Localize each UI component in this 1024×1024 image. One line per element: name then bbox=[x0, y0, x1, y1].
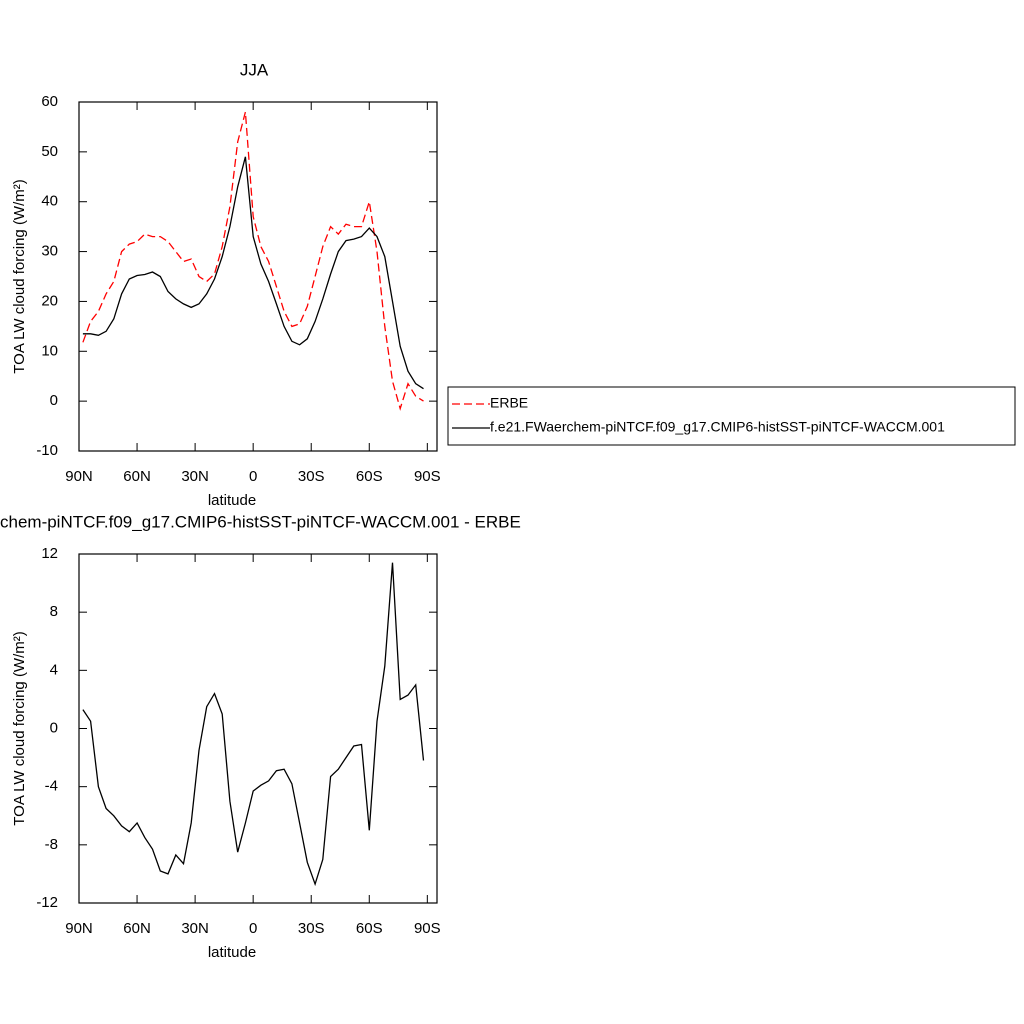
y-tick-label: -12 bbox=[36, 894, 58, 911]
legend-box bbox=[447, 386, 1016, 446]
y-tick-label: 4 bbox=[50, 661, 58, 678]
y-tick-label: 20 bbox=[41, 292, 58, 309]
x-tick-label: 90S bbox=[414, 920, 441, 937]
chart-title: chem-piNTCF.f09_g17.CMIP6-histSST-piNTCF… bbox=[0, 512, 521, 531]
data-line bbox=[82, 156, 424, 390]
y-tick-label: 30 bbox=[41, 243, 58, 260]
x-tick-label: 30N bbox=[181, 920, 209, 937]
y-tick-label: -8 bbox=[45, 836, 58, 853]
x-tick-label: 90N bbox=[65, 920, 93, 937]
x-tick-label: 30N bbox=[181, 468, 209, 485]
y-tick-label: 0 bbox=[50, 719, 58, 736]
y-axis-label: TOA LW cloud forcing (W/m²) bbox=[11, 179, 28, 373]
chart-title: JJA bbox=[240, 60, 269, 79]
plot-frame bbox=[78, 553, 438, 904]
x-tick-label: 60S bbox=[356, 468, 383, 485]
y-tick-label: 40 bbox=[41, 193, 58, 210]
x-tick-label: 30S bbox=[298, 468, 325, 485]
x-tick-label: 60S bbox=[356, 920, 383, 937]
x-tick-label: 0 bbox=[249, 920, 257, 937]
x-tick-label: 90N bbox=[65, 468, 93, 485]
y-tick-label: -4 bbox=[45, 778, 58, 795]
x-tick-label: 60N bbox=[123, 468, 151, 485]
y-tick-label: 10 bbox=[41, 342, 58, 359]
x-tick-label: 30S bbox=[298, 920, 325, 937]
legend-label: ERBE bbox=[490, 395, 528, 411]
x-tick-label: 60N bbox=[123, 920, 151, 937]
data-line bbox=[82, 562, 425, 887]
plot-frame bbox=[78, 101, 438, 452]
x-axis-label: latitude bbox=[208, 944, 256, 961]
y-tick-label: 12 bbox=[41, 545, 58, 562]
x-tick-label: 0 bbox=[249, 468, 257, 485]
y-tick-label: 50 bbox=[41, 143, 58, 160]
data-line bbox=[82, 111, 424, 411]
y-tick-label: -10 bbox=[36, 442, 58, 459]
x-axis-label: latitude bbox=[208, 492, 256, 509]
y-axis-label: TOA LW cloud forcing (W/m²) bbox=[11, 631, 28, 825]
legend-label: f.e21.FWaerchem-piNTCF.f09_g17.CMIP6-his… bbox=[490, 419, 945, 435]
y-tick-label: 0 bbox=[50, 392, 58, 409]
x-tick-label: 90S bbox=[414, 468, 441, 485]
y-tick-label: 60 bbox=[41, 93, 58, 110]
y-tick-label: 8 bbox=[50, 603, 58, 620]
